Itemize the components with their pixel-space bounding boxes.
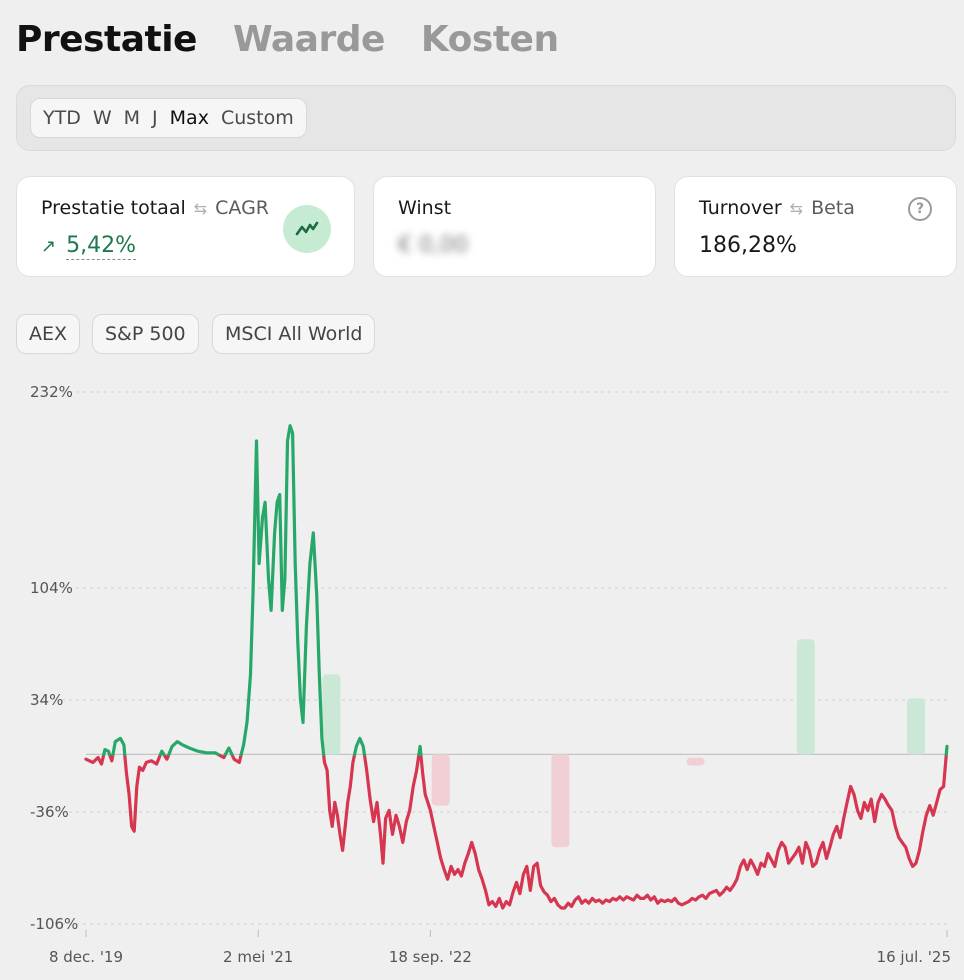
x-tick-label: 18 sep. '22	[389, 948, 472, 966]
period-year[interactable]: J	[152, 107, 158, 129]
help-icon[interactable]: ?	[908, 197, 932, 221]
period-custom[interactable]: Custom	[220, 107, 294, 129]
performance-number: 5,42%	[66, 233, 136, 260]
period-selector: YTD W M J Max Custom	[30, 98, 307, 138]
tab-waarde[interactable]: Waarde	[232, 19, 385, 60]
profit-card: Winst € 0,00	[373, 176, 656, 277]
y-tick-label: -106%	[30, 915, 78, 933]
tab-kosten[interactable]: Kosten	[420, 19, 559, 60]
performance-title[interactable]: Prestatie totaal ⇆ CAGR	[41, 197, 269, 219]
trend-zigzag-icon	[295, 221, 319, 236]
period-bar	[796, 639, 815, 755]
performance-value: ↗ 5,42%	[41, 233, 136, 260]
turnover-title-label: Turnover	[699, 197, 782, 219]
period-bar	[551, 754, 570, 848]
performance-line-positive	[102, 424, 949, 756]
profit-value: € 0,00	[398, 233, 468, 258]
profit-title: Winst	[398, 197, 452, 219]
y-tick-label: 104%	[30, 579, 73, 597]
arrow-up-right-icon: ↗	[41, 236, 57, 257]
turnover-value: 186,28%	[699, 233, 797, 258]
period-week[interactable]: W	[92, 107, 112, 129]
trend-chart-button[interactable]	[283, 205, 331, 253]
performance-chart[interactable]: 232% 104% 34% -36% -106% 8 dec. '19 2 mei '21 1…	[0, 370, 964, 980]
period-bar: YTD W M J Max Custom	[16, 85, 956, 151]
benchmark-sp500[interactable]: S&P 500	[92, 314, 199, 354]
y-tick-label: -36%	[30, 803, 69, 821]
benchmark-aex[interactable]: AEX	[16, 314, 81, 354]
y-tick-label: 34%	[30, 691, 63, 709]
performance-card: Prestatie totaal ⇆ CAGR ↗ 5,42%	[16, 176, 355, 277]
period-bar	[907, 698, 926, 755]
period-bar	[322, 674, 341, 755]
period-month[interactable]: M	[123, 107, 141, 129]
period-bar	[431, 754, 450, 806]
y-tick-label: 232%	[30, 383, 73, 401]
period-bar	[686, 757, 705, 766]
x-tick-label: 8 dec. '19	[49, 948, 123, 966]
period-max[interactable]: Max	[169, 107, 209, 129]
period-ytd[interactable]: YTD	[43, 107, 81, 129]
x-tick-label: 2 mei '21	[223, 948, 293, 966]
view-tabs: Prestatie Waarde Kosten	[16, 16, 559, 64]
swap-icon: ⇆	[789, 198, 804, 218]
performance-title-label: Prestatie totaal	[41, 197, 186, 219]
turnover-title[interactable]: Turnover ⇆ Beta	[699, 197, 855, 219]
benchmark-msci-world[interactable]: MSCI All World	[212, 314, 376, 354]
swap-icon: ⇆	[193, 198, 208, 218]
performance-line-negative	[84, 752, 948, 910]
performance-alt-label: CAGR	[215, 197, 270, 219]
tab-prestatie[interactable]: Prestatie	[16, 19, 197, 60]
x-tick-label: 16 jul. '25	[877, 948, 951, 966]
turnover-card: Turnover ⇆ Beta ? 186,28%	[674, 176, 957, 277]
turnover-alt-label: Beta	[811, 197, 855, 219]
